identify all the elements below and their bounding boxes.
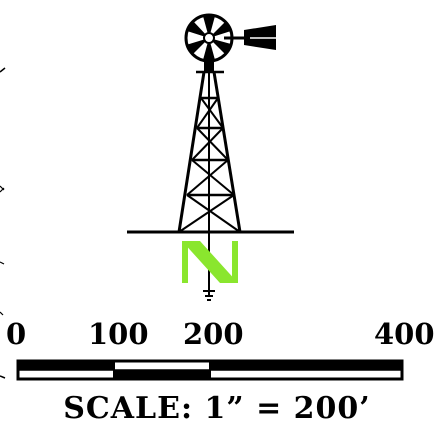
scale-bar: [16, 359, 404, 381]
north-letter-n: [182, 241, 238, 283]
scale-segment-0-100-top: [18, 361, 114, 370]
scale-tick-0: 0: [6, 317, 27, 351]
scale-ratio-label: SCALE: 1” = 200’: [63, 391, 371, 426]
scale-tick-100: 100: [88, 317, 149, 351]
edge-marks: [0, 67, 6, 379]
scale-segment-100-200-bottom: [114, 370, 210, 379]
windmill-icon: [184, 13, 276, 74]
ground-symbol: [203, 290, 215, 301]
scale-tick-200: 200: [183, 317, 244, 351]
scale-segment-200-400-top: [210, 361, 402, 370]
scale-tick-400: 400: [374, 317, 434, 351]
